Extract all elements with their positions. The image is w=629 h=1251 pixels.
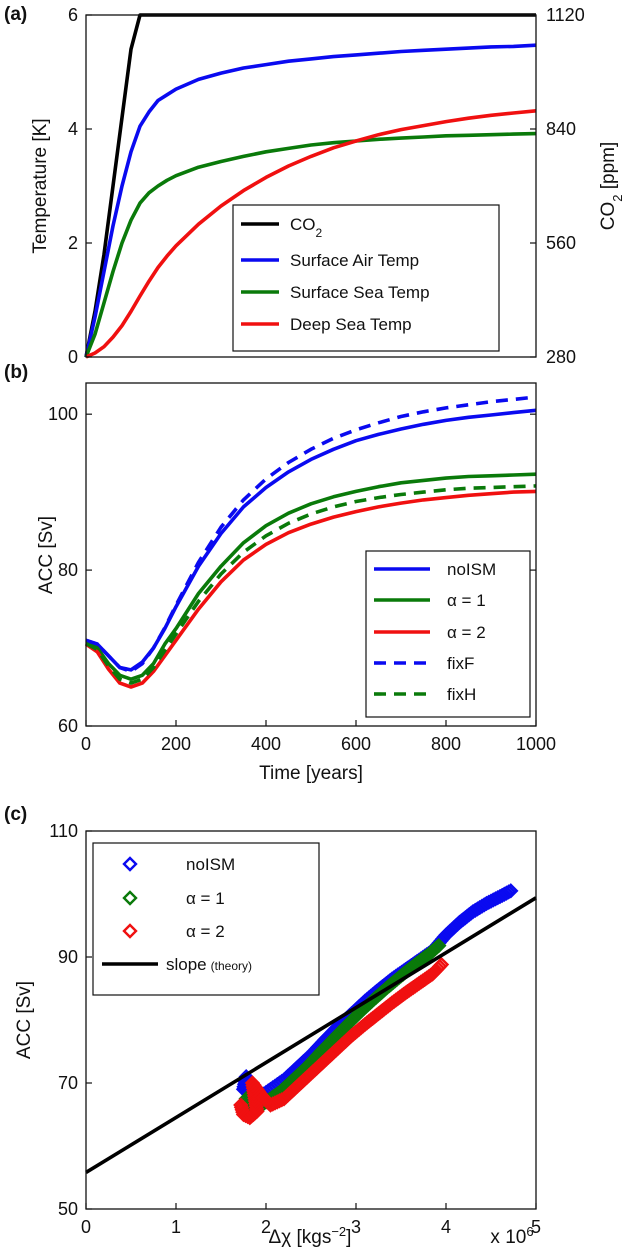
series-line-fixf (85, 395, 537, 674)
panel-b: (b) 60 80 100 0 200 400 600 800 1000 ACC [Sv] T… (4, 362, 556, 784)
legend-label-fixh: fixH (447, 685, 476, 704)
ytick-label: 110 (49, 821, 78, 841)
ytick-label: 2 (68, 233, 78, 253)
legend-label-deep-sea-temp: Deep Sea Temp (290, 315, 412, 334)
legend-label-2: α = 2 (447, 623, 486, 642)
series-line-surface-sea-temp (84, 131, 537, 358)
legend-label-surface-sea-temp: Surface Sea Temp (290, 283, 430, 302)
xtick-label: 1 (171, 1217, 181, 1237)
xtick-label: 3 (351, 1217, 361, 1237)
series-line-fixh (85, 484, 537, 685)
panel-c-axes-box (85, 830, 537, 1210)
legend-swatch-2 (122, 923, 138, 939)
ytick-label: 80 (58, 560, 78, 580)
panel-a-label: (a) (4, 4, 27, 25)
xtick-label: 1000 (516, 734, 556, 754)
xtick-label: 2 (261, 1217, 271, 1237)
y2tick-label: 840 (546, 119, 576, 139)
panel-b-legend: noISM α = 1 α = 2 fixF fixH (365, 550, 531, 718)
data-point-1 (431, 937, 447, 954)
series-line-2 (84, 489, 537, 689)
xtick-label: 0 (81, 1217, 91, 1237)
panel-c-x-multiplier: x 106 (490, 1224, 533, 1249)
ytick-label: 0 (68, 347, 78, 367)
series-line-1 (85, 472, 537, 682)
panel-a-axes-box (85, 14, 537, 358)
ytick-label: 50 (58, 1199, 78, 1219)
xtick-label: 5 (531, 1217, 541, 1237)
legend-label-fixf: fixF (447, 654, 474, 673)
ytick-label: 6 (68, 5, 78, 25)
legend-label-1: α = 1 (186, 889, 225, 908)
panel-a-y2label: CO2 [ppm] (598, 142, 625, 231)
xtick-label: 0 (81, 734, 91, 754)
xtick-label: 200 (161, 734, 191, 754)
legend-label-1: α = 1 (447, 591, 486, 610)
panel-c-xlabel: Δχ [kgs−2] (269, 1224, 352, 1249)
panel-b-xlabel: Time [years] (259, 763, 363, 784)
panel-c: (c) 50 70 90 110 0 1 2 3 4 5 ACC [Sv] Δχ [kgs−2]… (4, 804, 541, 1248)
panel-b-label: (b) (4, 362, 28, 383)
panel-a-ylabel: Temperature [K] (30, 118, 51, 253)
xtick-label: 400 (251, 734, 281, 754)
legend-label-noism: noISM (186, 855, 235, 874)
series-line-surface-air-temp (84, 43, 537, 358)
legend-swatch-noism (122, 856, 138, 872)
y2tick-label: 1120 (546, 5, 585, 25)
ytick-label: 100 (48, 404, 78, 424)
ytick-label: 90 (58, 947, 78, 967)
data-point-2 (433, 956, 450, 973)
legend-label-surface-air-temp: Surface Air Temp (290, 251, 419, 270)
xtick-label: 800 (431, 734, 461, 754)
ytick-label: 70 (58, 1073, 78, 1093)
series-line-slope (85, 896, 537, 1174)
ytick-label: 4 (68, 119, 78, 139)
ytick-label: 60 (58, 716, 78, 736)
panel-c-ylabel: ACC [Sv] (14, 981, 35, 1059)
panel-c-label: (c) (4, 804, 27, 825)
y2tick-label: 560 (546, 233, 576, 253)
panel-b-ylabel: ACC [Sv] (36, 516, 57, 594)
panel-b-axes-box (85, 382, 537, 727)
data-point-noism (503, 883, 519, 899)
legend-label-noism: noISM (447, 560, 496, 579)
y2tick-label: 280 (546, 347, 576, 367)
xtick-label: 600 (341, 734, 371, 754)
legend-swatch-1 (122, 890, 138, 906)
panel-a: (a) 0 2 4 6 280 560 840 1120 Temperature [K] C… (4, 4, 625, 367)
series-line-deep-sea-temp (85, 109, 537, 359)
legend-label-2: α = 2 (186, 922, 225, 941)
series-line-noism (85, 408, 537, 672)
xtick-label: 4 (441, 1217, 451, 1237)
